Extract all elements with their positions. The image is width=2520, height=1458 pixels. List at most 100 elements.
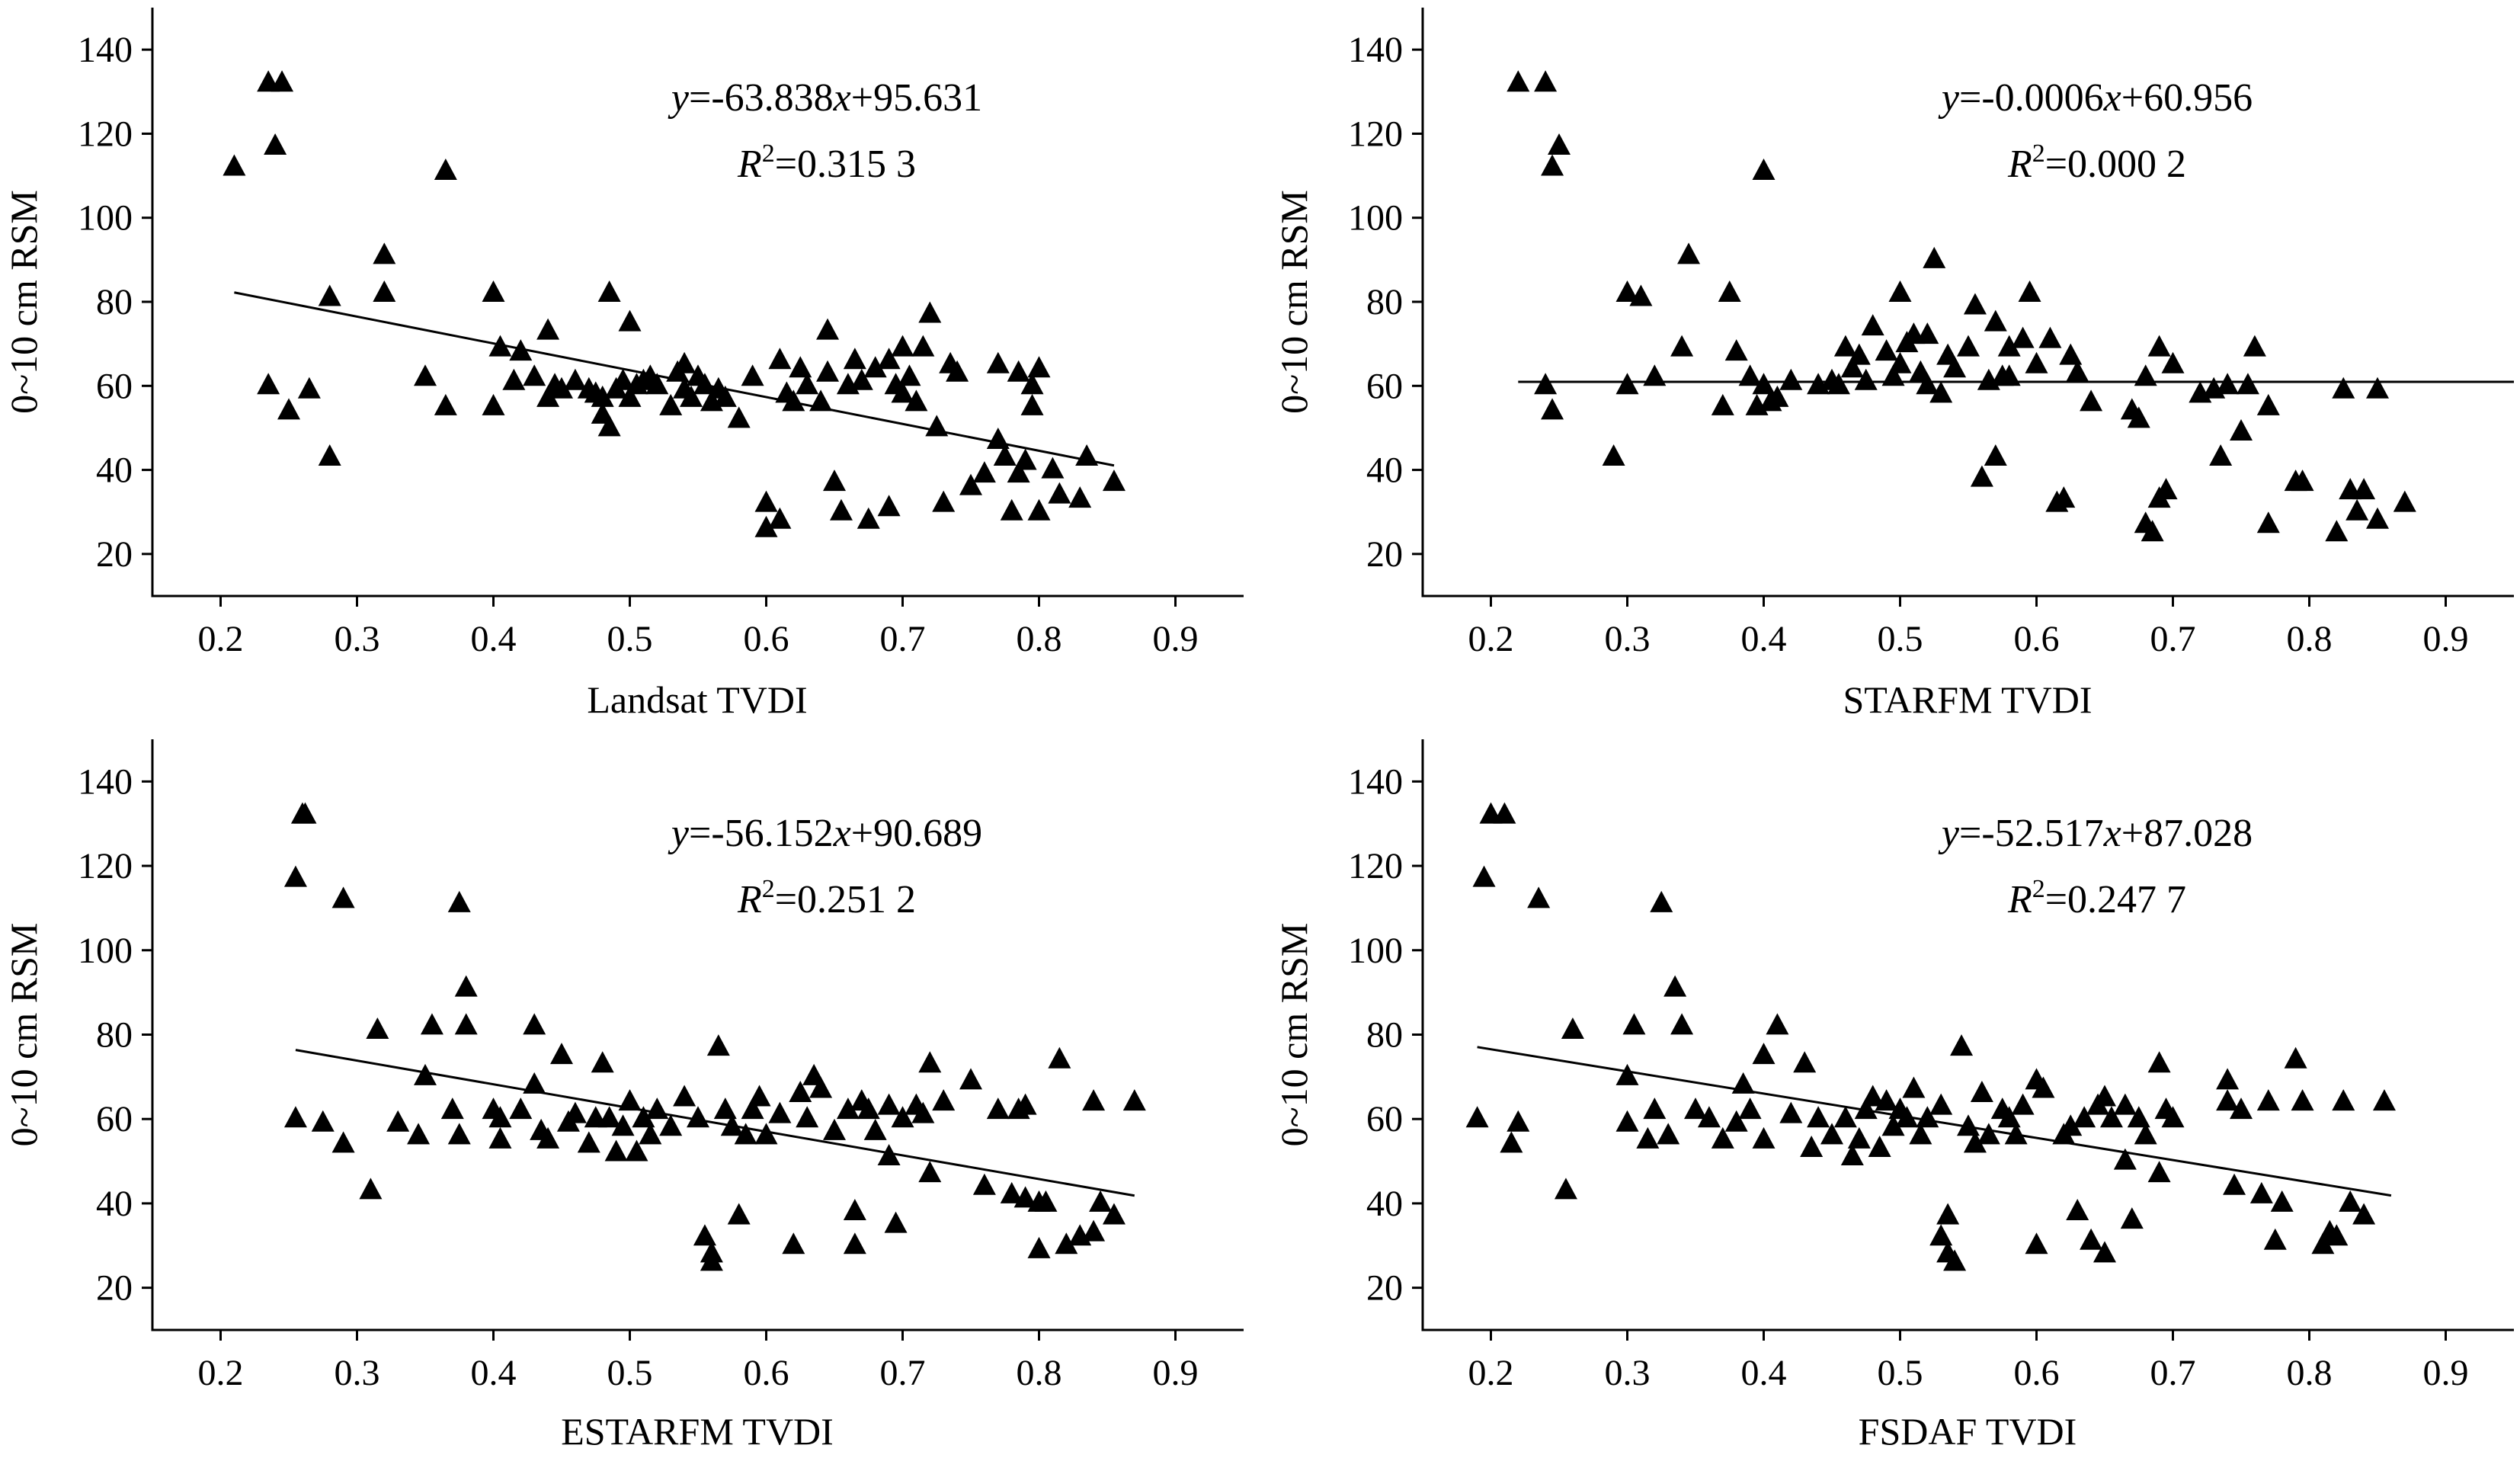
data-point	[563, 368, 587, 390]
data-point	[748, 1085, 771, 1107]
data-point	[1041, 457, 1065, 479]
r-squared-base: R	[737, 878, 762, 921]
x-tick-label: 0.7	[2150, 619, 2196, 659]
data-point	[932, 1089, 956, 1111]
data-point	[414, 1063, 437, 1085]
x-tick-label: 0.8	[1017, 619, 1062, 659]
data-point	[1548, 133, 1571, 155]
data-point	[972, 1173, 996, 1195]
data-point	[1861, 314, 1884, 336]
data-point	[1020, 393, 1044, 415]
data-point	[1048, 482, 1071, 504]
data-point	[693, 373, 716, 395]
data-point	[1507, 1110, 1530, 1132]
data-point	[911, 1101, 935, 1123]
data-point	[2256, 393, 2280, 415]
data-point	[843, 1199, 866, 1220]
data-point	[1629, 284, 1653, 306]
data-point	[1075, 444, 1099, 466]
data-point	[257, 373, 280, 395]
data-point	[891, 335, 914, 357]
data-point	[523, 1013, 546, 1035]
data-point	[1833, 335, 1857, 357]
data-point	[550, 377, 573, 399]
data-point	[986, 1098, 1010, 1120]
data-point	[618, 385, 642, 407]
data-point	[700, 1249, 723, 1271]
data-point	[768, 348, 792, 370]
data-point	[823, 469, 846, 492]
data-point	[754, 490, 778, 512]
data-point	[1554, 1178, 1577, 1200]
x-tick-label: 0.9	[1153, 1353, 1199, 1393]
data-point	[918, 301, 942, 323]
data-point	[1500, 1131, 1523, 1153]
data-point	[1840, 1144, 1864, 1166]
x-tick-label: 0.6	[744, 619, 789, 659]
data-point	[959, 1068, 982, 1090]
data-point	[2080, 1228, 2103, 1250]
equation-part: +90.689	[851, 812, 982, 855]
data-point	[734, 1123, 757, 1145]
data-point	[509, 339, 533, 361]
data-point	[639, 1123, 662, 1145]
data-point	[863, 356, 887, 378]
data-point	[877, 1093, 901, 1115]
data-point	[1943, 356, 1967, 378]
y-tick-label: 40	[96, 450, 133, 491]
y-tick-label: 60	[96, 1099, 133, 1139]
data-point	[1957, 1114, 1980, 1136]
data-point	[2216, 1089, 2240, 1111]
y-tick-label: 20	[96, 534, 133, 575]
data-point	[318, 444, 341, 466]
x-tick-label: 0.3	[1605, 1353, 1651, 1393]
data-point	[1929, 381, 1953, 403]
x-tick-label: 0.9	[1153, 619, 1199, 659]
data-point	[857, 1098, 880, 1120]
data-point	[1936, 1203, 1960, 1225]
y-tick-label: 80	[96, 1015, 133, 1056]
y-axis-title: 0~10 cm RSM	[2, 190, 45, 414]
data-point	[673, 351, 696, 373]
data-point	[659, 393, 683, 415]
data-point	[502, 368, 526, 390]
data-point	[1963, 1131, 1987, 1153]
data-point	[482, 280, 505, 302]
x-axis-title: STARFM TVDI	[1843, 678, 2092, 721]
data-point	[1541, 398, 1564, 420]
r-squared-value: =0.251 2	[775, 878, 916, 921]
data-point	[1779, 1101, 1803, 1123]
data-point	[1007, 360, 1030, 382]
data-point	[1670, 1013, 1694, 1035]
r-squared-value: =0.000 2	[2045, 143, 2186, 186]
data-point	[2018, 280, 2041, 302]
data-point	[972, 461, 996, 483]
y-tick-label: 120	[78, 114, 133, 154]
data-point	[1997, 1106, 2021, 1128]
data-point	[1663, 975, 1687, 997]
y-tick-label: 80	[1366, 282, 1403, 322]
data-point	[1493, 802, 1516, 824]
data-point	[2284, 1046, 2307, 1069]
x-tick-label: 0.4	[1741, 1353, 1787, 1393]
x-tick-label: 0.5	[1878, 1353, 1923, 1393]
y-tick-label: 140	[78, 761, 133, 802]
data-point	[1888, 351, 1912, 373]
data-point	[373, 242, 396, 264]
data-point	[536, 385, 560, 407]
data-point	[918, 1051, 942, 1073]
equation-part: x	[2103, 76, 2121, 120]
data-point	[488, 1126, 512, 1149]
data-point	[1984, 444, 2007, 466]
data-point	[891, 381, 914, 403]
data-point	[2147, 1051, 2171, 1073]
data-point	[877, 348, 901, 370]
data-point	[1868, 1135, 1891, 1157]
x-tick-label: 0.3	[335, 1353, 380, 1393]
data-point	[1465, 1106, 1489, 1128]
data-point	[2291, 469, 2314, 492]
x-tick-label: 0.2	[198, 1353, 244, 1393]
r-squared: R2=0.251 2	[737, 875, 916, 921]
data-point	[1507, 70, 1530, 92]
